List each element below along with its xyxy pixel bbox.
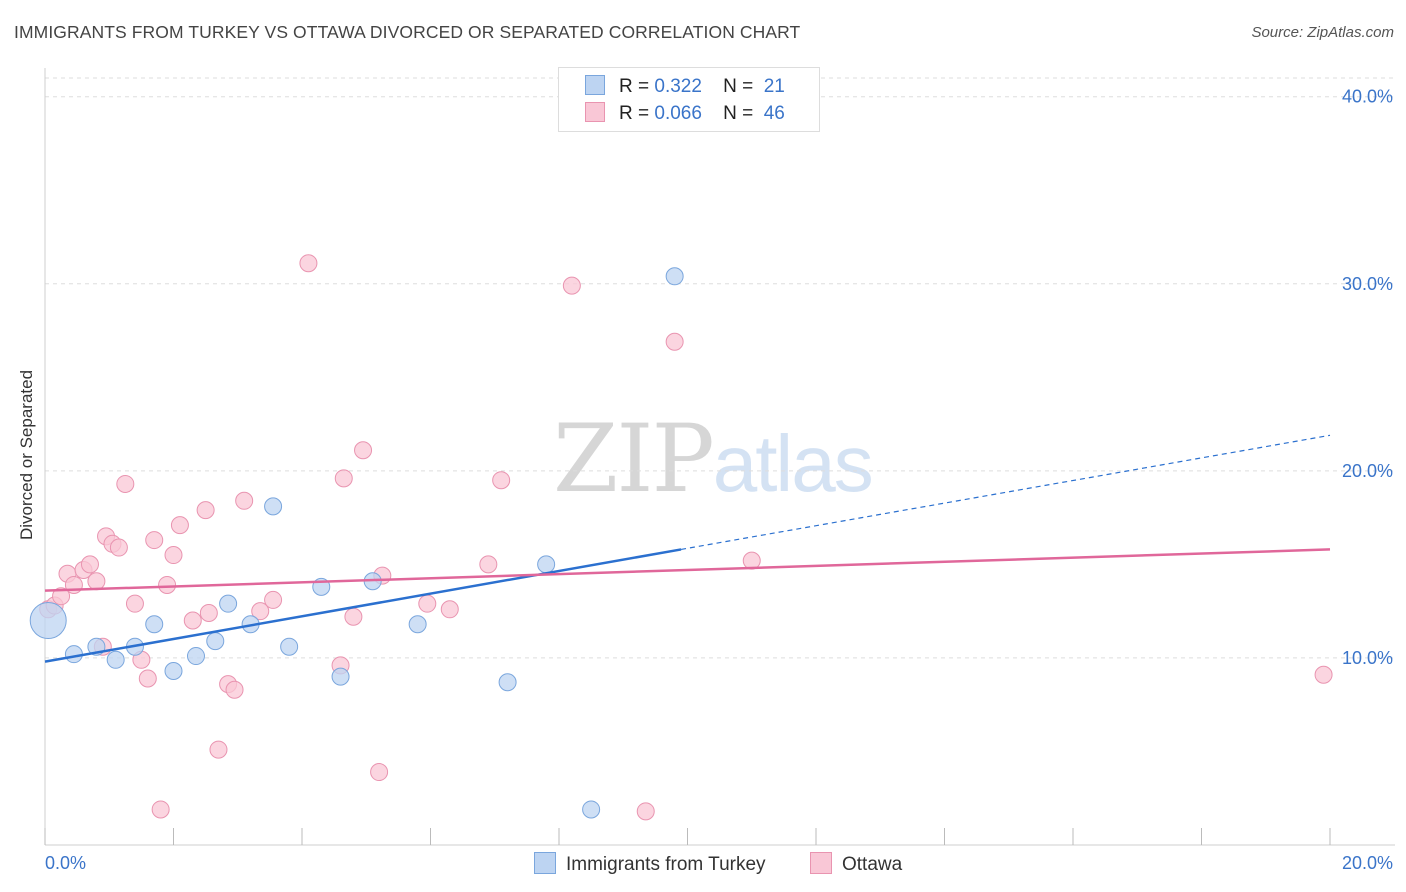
- point-ottawa: [370, 763, 389, 782]
- bottom-legend-label-ottawa: Ottawa: [842, 854, 903, 875]
- legend-row-ottawa: R = 0.066 N = 46: [585, 102, 785, 128]
- point-turkey: [164, 662, 183, 681]
- point-ottawa: [52, 587, 71, 606]
- point-ottawa: [440, 600, 459, 619]
- point-ottawa: [344, 607, 363, 626]
- legend-swatch-pink: [585, 102, 605, 122]
- point-ottawa: [170, 516, 189, 535]
- trendline-ottawa: [44, 548, 1331, 592]
- point-turkey: [537, 555, 556, 574]
- point-ottawa: [209, 740, 228, 759]
- bottom-legend-ottawa[interactable]: Ottawa: [810, 852, 902, 876]
- point-ottawa: [138, 669, 157, 688]
- point-turkey: [206, 632, 225, 651]
- point-turkey: [665, 267, 684, 286]
- legend-swatch-blue: [585, 75, 605, 95]
- point-ottawa: [636, 802, 655, 821]
- point-ottawa: [492, 471, 511, 490]
- point-ottawa: [1314, 665, 1333, 684]
- trendline-turkey-extension: [680, 434, 1331, 551]
- y-tick-label: 10.0%: [1342, 648, 1393, 668]
- point-ottawa: [164, 546, 183, 565]
- point-turkey: [408, 615, 427, 634]
- point-ottawa: [354, 441, 373, 460]
- point-turkey: [64, 645, 83, 664]
- correlation-legend: R = 0.322 N = 21 R = 0.066 N = 46: [558, 67, 820, 132]
- point-ottawa: [80, 555, 99, 574]
- point-turkey: [280, 637, 299, 656]
- legend-r-label: R =: [619, 103, 650, 124]
- point-turkey: [582, 800, 601, 819]
- x-tick-label: 0.0%: [45, 853, 86, 873]
- bottom-legend-swatch-blue: [534, 852, 556, 874]
- point-ottawa: [225, 680, 244, 699]
- y-tick-label: 20.0%: [1342, 461, 1393, 481]
- bottom-legend-turkey[interactable]: Immigrants from Turkey: [534, 852, 766, 876]
- watermark: ZIPatlas: [553, 405, 874, 514]
- point-ottawa: [199, 604, 218, 623]
- bottom-legend-swatch-pink: [810, 852, 832, 874]
- point-turkey: [29, 602, 67, 640]
- watermark-atlas: atlas: [712, 419, 874, 508]
- point-turkey: [219, 594, 238, 613]
- point-ottawa: [235, 491, 254, 510]
- legend-n-label: N =: [723, 103, 754, 124]
- legend-n-value-ottawa: 46: [763, 103, 785, 124]
- point-ottawa: [158, 575, 177, 594]
- point-turkey: [264, 497, 283, 516]
- legend-n-value-turkey: 21: [763, 76, 785, 97]
- chart-title: IMMIGRANTS FROM TURKEY VS OTTAWA DIVORCE…: [14, 22, 801, 42]
- point-ottawa: [116, 474, 135, 493]
- point-ottawa: [479, 555, 498, 574]
- point-ottawa: [145, 531, 164, 550]
- point-ottawa: [87, 572, 106, 591]
- point-turkey: [331, 667, 350, 686]
- point-ottawa: [196, 501, 215, 520]
- point-turkey: [145, 615, 164, 634]
- y-axis-label: Divorced or Separated: [17, 369, 36, 541]
- point-ottawa: [665, 332, 684, 351]
- point-ottawa: [151, 800, 170, 819]
- point-ottawa: [562, 276, 581, 295]
- point-ottawa: [109, 538, 128, 557]
- y-tick-label: 40.0%: [1342, 87, 1393, 107]
- point-ottawa: [125, 594, 144, 613]
- bottom-legend-label-turkey: Immigrants from Turkey: [566, 854, 766, 875]
- point-turkey: [186, 647, 205, 666]
- point-turkey: [106, 650, 125, 669]
- legend-n-label: N =: [723, 76, 754, 97]
- watermark-zip: ZIP: [553, 405, 715, 514]
- legend-r-value-turkey: 0.322: [654, 76, 702, 97]
- point-ottawa: [183, 611, 202, 630]
- chart-source: Source: ZipAtlas.com: [1251, 24, 1394, 41]
- x-tick-label: 20.0%: [1342, 853, 1393, 873]
- point-ottawa: [299, 254, 318, 273]
- legend-r-value-ottawa: 0.066: [654, 103, 702, 124]
- y-tick-label: 30.0%: [1342, 274, 1393, 294]
- point-ottawa: [264, 590, 283, 609]
- legend-r-label: R =: [619, 76, 650, 97]
- point-ottawa: [334, 469, 353, 488]
- legend-row-turkey: R = 0.322 N = 21: [585, 75, 785, 101]
- point-turkey: [498, 673, 517, 692]
- point-ottawa: [251, 602, 270, 621]
- trendline-turkey: [44, 548, 682, 663]
- point-ottawa: [418, 594, 437, 613]
